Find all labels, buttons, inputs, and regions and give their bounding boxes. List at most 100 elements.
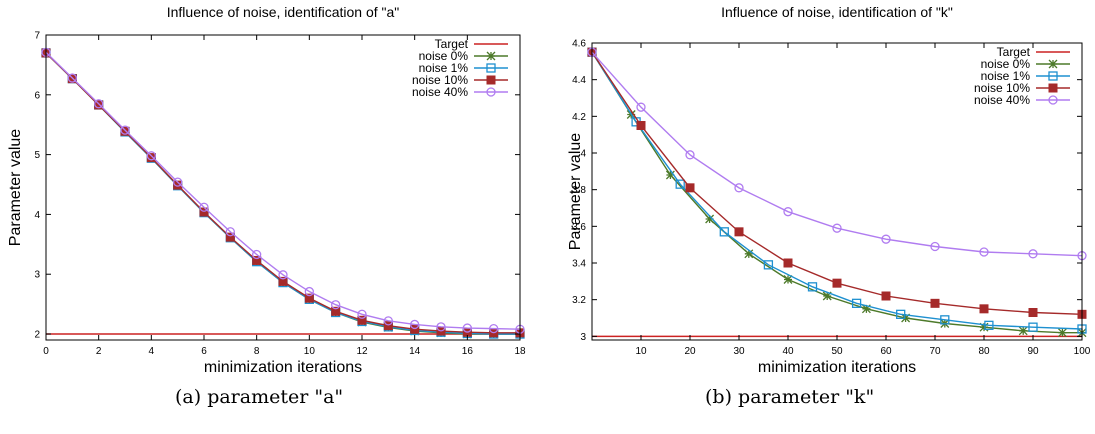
data-point: [719, 227, 729, 237]
data-point: [357, 309, 367, 319]
legend-marker: [1048, 95, 1058, 105]
data-point: [783, 275, 793, 284]
data-point: [832, 278, 842, 288]
data-point: [278, 276, 288, 286]
legend-marker: [486, 51, 496, 61]
data-point: [783, 207, 793, 217]
y-tick-label: 3.4: [572, 259, 586, 270]
y-axis-label: Parameter value: [7, 129, 24, 246]
legend-label: Target: [435, 37, 469, 51]
y-tick-label: 7: [34, 31, 40, 42]
x-tick-label: 16: [462, 346, 474, 357]
data-point: [1028, 322, 1038, 332]
y-tick-label: 3.6: [572, 222, 586, 233]
data-point: [763, 260, 774, 270]
x-tick-label: 18: [514, 346, 526, 357]
data-point: [685, 183, 695, 193]
data-point: [462, 323, 472, 333]
x-tick-label: 20: [684, 346, 696, 357]
x-tick-label: 10: [304, 346, 316, 357]
x-tick-label: 12: [356, 346, 368, 357]
data-point: [901, 313, 911, 323]
y-tick-label: 4.6: [572, 39, 586, 50]
y-tick-label: 6: [34, 90, 40, 101]
series-4: [41, 47, 525, 334]
x-axis-label: minimization iterations: [758, 359, 916, 376]
data-point: [252, 255, 262, 265]
legend-label: noise 0%: [981, 57, 1031, 71]
data-point: [930, 298, 940, 308]
data-point: [734, 227, 744, 237]
series-line: [45, 51, 521, 330]
x-tick-label: 8: [254, 346, 260, 357]
legend-marker: [1048, 59, 1058, 69]
y-tick-label: 4: [34, 210, 40, 221]
data-point: [331, 306, 341, 316]
data-point: [783, 258, 793, 268]
data-point: [94, 99, 104, 109]
series-line: [591, 51, 1083, 330]
x-tick-label: 30: [733, 346, 745, 357]
data-point: [822, 291, 832, 301]
data-point: [1028, 308, 1038, 317]
data-point: [807, 282, 818, 292]
data-point: [199, 202, 209, 212]
series-line: [591, 51, 1082, 334]
data-point: [665, 170, 675, 180]
data-point: [984, 320, 994, 330]
data-point: [930, 241, 940, 252]
caption-b: (b) parameter "k": [705, 386, 875, 408]
data-point: [861, 304, 871, 314]
x-tick-label: 4: [149, 346, 155, 357]
y-tick-label: 4.2: [572, 112, 586, 123]
data-point: [940, 315, 950, 325]
data-point: [225, 227, 235, 237]
x-tick-label: 14: [409, 346, 421, 357]
caption-a: (a) parameter "a": [175, 386, 344, 408]
x-tick-label: 2: [96, 346, 102, 357]
data-point: [896, 309, 906, 319]
data-point: [705, 214, 715, 224]
legend-marker: [1048, 83, 1058, 93]
x-tick-label: 70: [929, 346, 941, 357]
legend-label: noise 0%: [419, 49, 469, 63]
x-tick-label: 0: [43, 346, 49, 357]
y-tick-label: 4: [580, 149, 586, 160]
chart-2: Influence of noise, identification of "k…: [567, 4, 1091, 376]
data-point: [1028, 249, 1038, 259]
chart-title: Influence of noise, identification of "k…: [721, 4, 953, 20]
y-tick-label: 2: [34, 330, 40, 341]
data-point: [636, 121, 646, 130]
legend-marker: [486, 87, 496, 97]
data-point: [410, 324, 420, 334]
data-point: [881, 234, 891, 244]
data-point: [357, 315, 367, 325]
x-tick-label: 50: [831, 346, 843, 357]
x-tick-label: 10: [635, 346, 647, 357]
data-point: [979, 322, 989, 332]
legend-label: Target: [997, 45, 1031, 59]
x-tick-label: 60: [880, 346, 892, 357]
data-point: [252, 249, 262, 260]
data-point: [225, 232, 235, 242]
x-tick-label: 90: [1027, 346, 1039, 357]
y-tick-label: 5: [34, 150, 40, 161]
legend-label: noise 1%: [981, 69, 1031, 83]
x-tick-label: 6: [201, 346, 207, 357]
data-point: [304, 286, 314, 297]
x-tick-label: 80: [978, 346, 990, 357]
data-point: [636, 102, 646, 112]
plot-frame: [45, 34, 521, 341]
legend-label: noise 10%: [974, 81, 1030, 95]
data-point: [744, 249, 754, 259]
data-point: [734, 183, 744, 193]
legend-marker: [486, 75, 496, 85]
data-point: [1057, 328, 1067, 338]
data-point: [685, 150, 695, 160]
data-point: [881, 291, 891, 301]
chart-1: Influence of noise, identification of "a…: [7, 4, 526, 376]
data-point: [675, 179, 685, 189]
legend-label: noise 40%: [974, 93, 1030, 107]
